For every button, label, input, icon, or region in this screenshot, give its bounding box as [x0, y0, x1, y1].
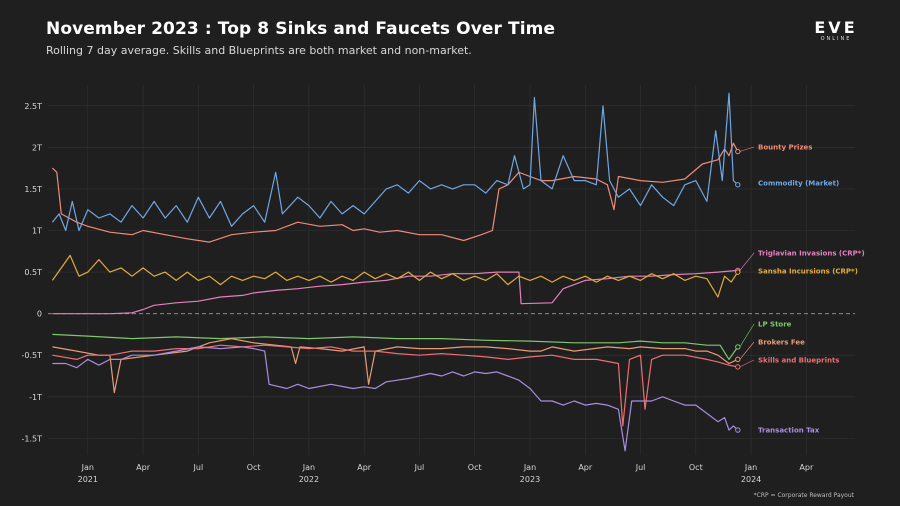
- x-year-label: 2021: [78, 475, 98, 484]
- series-line-bounty-prizes: [51, 142, 739, 243]
- y-tick-label: -1.5T: [22, 434, 43, 443]
- series-label-transaction-tax: Transaction Tax: [758, 427, 820, 435]
- y-tick-label: 0: [37, 310, 42, 319]
- series-label-leader: [739, 359, 755, 368]
- x-tick-label: Apr: [578, 463, 593, 472]
- x-year-label: 2024: [741, 475, 761, 484]
- x-tick-label: Jan: [81, 463, 94, 472]
- eve-online-logo: EVE ONLINE: [805, 20, 867, 43]
- x-axis: Jan 2021 Apr Jul Oct Jan 2022 Apr Jul Oct Jan 2023 A…: [78, 463, 814, 484]
- x-year-label: 2023: [520, 475, 540, 484]
- series-label-triglavian-invasions-crp: Triglavian Invasions (CRP*): [758, 250, 865, 258]
- series-line-triglavian-invasions-crp: [52, 269, 738, 315]
- x-tick-label: Oct: [689, 463, 703, 472]
- series-endpoint-transaction-tax: [735, 427, 741, 433]
- series-label-leader: [739, 252, 755, 271]
- logo-subtext: ONLINE: [820, 36, 852, 42]
- y-tick-label: 2.5T: [24, 102, 42, 111]
- series-line-transaction-tax: [52, 346, 739, 452]
- series-endpoint-sansha-incursions-crp: [735, 269, 741, 275]
- series-endpoint-bounty-prizes: [735, 148, 741, 155]
- y-tick-label: 0.5T: [24, 268, 42, 277]
- series-endpoint-commodity-market: [735, 182, 741, 188]
- logo-wordmark: EVE: [814, 18, 858, 37]
- x-year-label: 2022: [299, 475, 319, 484]
- y-tick-label: -0.5T: [22, 351, 43, 360]
- crp-footnote: *CRP = Corporate Reward Payout: [753, 492, 854, 499]
- y-tick-label: 1.5T: [24, 185, 42, 194]
- series-endpoint-brokers-fee: [735, 356, 741, 363]
- series-line-commodity-market: [51, 92, 739, 232]
- series-labels: Bounty Prizes Commodity (Market) Triglavia…: [739, 144, 865, 435]
- series-endpoint-lp-store: [735, 344, 741, 350]
- y-tick-label: 2T: [32, 143, 42, 152]
- chart-subtitle: Rolling 7 day average. Skills and Bluepr…: [46, 44, 472, 57]
- y-tick-label: -1T: [29, 393, 42, 402]
- series-line-lp-store: [52, 333, 739, 360]
- chart-title: November 2023 : Top 8 Sinks and Faucets …: [46, 19, 556, 39]
- x-tick-label: Jul: [193, 463, 204, 472]
- y-axis: 2.5T 2T 1.5T 1T 0.5T 0 -0.5T -1T -1.5T: [22, 102, 43, 444]
- y-tick-label: 1T: [32, 227, 42, 236]
- series-label-commodity-market: Commodity (Market): [758, 180, 839, 188]
- series-line-sansha-incursions-crp: [51, 254, 739, 298]
- series-label-skills-and-blueprints: Skills and Blueprints: [758, 357, 839, 365]
- series-label-lp-store: LP Store: [758, 321, 792, 329]
- series-line-brokers-fee: [52, 338, 739, 394]
- x-tick-label: Jan: [302, 463, 315, 472]
- series-label-brokers-fee: Brokers Fee: [758, 339, 805, 347]
- x-tick-label: Jul: [635, 463, 646, 472]
- series-lines: [51, 92, 741, 452]
- series-line-skills-and-blueprints: [52, 344, 738, 427]
- x-tick-label: Jul: [414, 463, 425, 472]
- x-tick-label: Oct: [247, 463, 261, 472]
- x-tick-label: Apr: [357, 463, 372, 472]
- series-endpoint-skills-and-blueprints: [735, 364, 741, 370]
- series-label-leader: [739, 146, 755, 152]
- x-tick-label: Apr: [799, 463, 814, 472]
- series-label-bounty-prizes: Bounty Prizes: [758, 144, 812, 152]
- series-label-sansha-incursions-crp: Sansha Incursions (CRP*): [758, 268, 858, 276]
- x-tick-label: Jan: [523, 463, 536, 472]
- series-label-leader: [739, 323, 755, 348]
- x-tick-label: Jan: [744, 463, 757, 472]
- x-tick-label: Apr: [136, 463, 151, 472]
- x-tick-label: Oct: [468, 463, 482, 472]
- series-label-leader: [739, 341, 755, 360]
- chart-grid: [48, 85, 855, 455]
